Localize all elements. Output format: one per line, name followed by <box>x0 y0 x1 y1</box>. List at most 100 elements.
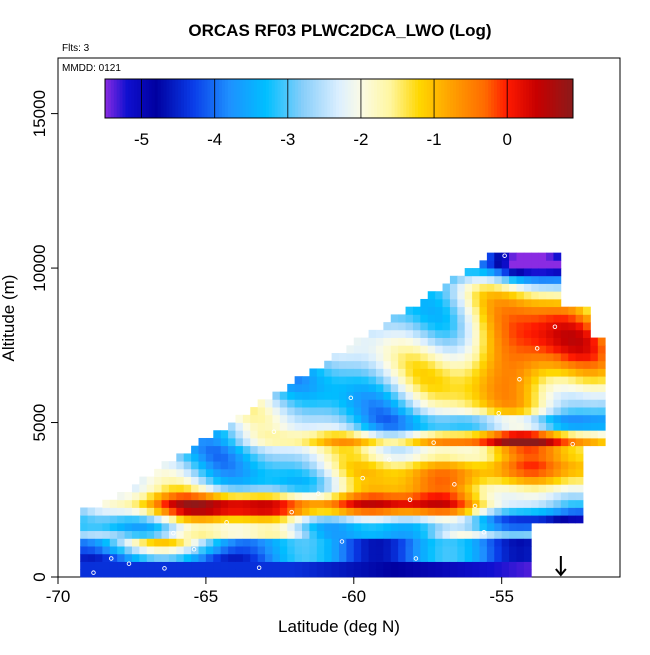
heatmap-cell <box>287 476 296 485</box>
colorbar-segment <box>415 79 419 118</box>
heatmap-cell <box>553 322 562 331</box>
heatmap-cell <box>383 468 392 477</box>
heatmap-cell <box>228 484 236 493</box>
colorbar-segment <box>356 79 360 118</box>
heatmap-cell <box>531 306 540 315</box>
colorbar-segment <box>160 79 164 118</box>
heatmap-cell <box>390 360 399 369</box>
heatmap-cell <box>257 407 266 416</box>
heatmap-cell <box>494 492 503 501</box>
heatmap-cell <box>390 345 399 354</box>
heatmap-cell <box>205 499 214 508</box>
heatmap-cell <box>494 368 503 377</box>
heatmap-cell <box>331 499 340 508</box>
colorbar-segment <box>371 79 375 118</box>
heatmap-cell <box>464 399 473 408</box>
heatmap-cell <box>516 430 525 439</box>
heatmap-cell <box>546 291 554 300</box>
colorbar-segment <box>143 79 147 118</box>
heatmap-cell <box>294 376 303 385</box>
heatmap-cell <box>302 376 310 385</box>
heatmap-cell <box>427 345 436 354</box>
heatmap-cell <box>472 298 480 308</box>
heatmap-cell <box>279 561 288 570</box>
heatmap-cell <box>198 461 207 470</box>
heatmap-cell <box>287 468 296 477</box>
heatmap-cell <box>198 522 207 532</box>
heatmap-cell <box>265 522 273 532</box>
heatmap-cell <box>176 484 185 493</box>
heatmap-cell <box>501 329 510 338</box>
heatmap-cell <box>272 437 281 447</box>
heatmap-cell <box>568 453 577 462</box>
heatmap-cell <box>597 414 606 423</box>
heatmap-cell <box>442 376 451 385</box>
colorbar-segment <box>464 79 469 118</box>
heatmap-cell <box>198 445 207 454</box>
heatmap-cell <box>309 430 318 439</box>
heatmap-cell <box>279 422 288 431</box>
heatmap-cell <box>553 345 562 354</box>
heatmap-cell <box>339 538 347 547</box>
colorbar-segment <box>189 79 194 118</box>
heatmap-cell <box>412 499 421 508</box>
heatmap-cell <box>464 553 473 562</box>
heatmap-cell <box>442 538 451 547</box>
heatmap-cell <box>183 538 192 547</box>
heatmap-cell <box>427 553 436 562</box>
heatmap-cell <box>412 414 421 423</box>
heatmap-cell <box>427 353 436 362</box>
heatmap-cell <box>361 376 369 385</box>
heatmap-cell <box>494 414 503 423</box>
heatmap-cell <box>220 561 229 570</box>
heatmap-cell <box>464 468 473 477</box>
heatmap-cell <box>553 437 562 447</box>
heatmap-cell <box>531 453 540 462</box>
heatmap-cell <box>523 353 532 362</box>
heatmap-cell <box>420 546 429 555</box>
heatmap-cell <box>102 538 111 547</box>
heatmap-cell <box>346 399 355 408</box>
heatmap-cell <box>80 515 88 524</box>
heatmap-cell <box>420 484 429 493</box>
heatmap-cell <box>590 368 599 377</box>
heatmap-cell <box>590 376 599 385</box>
heatmap-cell <box>464 437 473 447</box>
heatmap-cell <box>597 360 606 369</box>
heatmap-cell <box>368 499 377 508</box>
colorbar-segment <box>172 79 176 118</box>
latitude-marker-arrow <box>555 556 567 577</box>
heatmap-cell <box>398 399 406 408</box>
heatmap-cell <box>324 530 332 539</box>
heatmap-cell <box>472 522 480 532</box>
colorbar-segment <box>467 79 472 118</box>
heatmap-cell <box>516 553 525 562</box>
heatmap-cell <box>309 530 318 539</box>
heatmap-cell <box>405 538 414 547</box>
heatmap-cell <box>250 453 259 462</box>
heatmap-cell <box>339 530 347 539</box>
heatmap-cell <box>538 399 547 408</box>
heatmap-cell <box>398 337 406 346</box>
heatmap-cell <box>516 437 525 447</box>
heatmap-cell <box>220 430 229 439</box>
heatmap-cell <box>442 407 451 416</box>
heatmap-cell <box>117 530 125 539</box>
heatmap-cell <box>560 499 569 508</box>
colorbar-segment <box>456 79 460 118</box>
heatmap-cell <box>457 561 466 570</box>
heatmap-cell <box>205 546 214 555</box>
heatmap-cell <box>420 430 429 439</box>
heatmap-cell <box>472 399 480 408</box>
colorbar-segment <box>412 79 416 118</box>
observation-dot <box>387 457 392 462</box>
heatmap-cell <box>220 445 229 454</box>
heatmap-cell <box>324 368 332 377</box>
heatmap-cell <box>361 461 369 470</box>
heatmap-cell <box>383 561 392 570</box>
heatmap-cell <box>501 306 510 315</box>
heatmap-cell <box>265 546 273 555</box>
heatmap-cell <box>331 515 340 524</box>
heatmap-cell <box>516 268 525 277</box>
heatmap-cell <box>464 291 473 300</box>
